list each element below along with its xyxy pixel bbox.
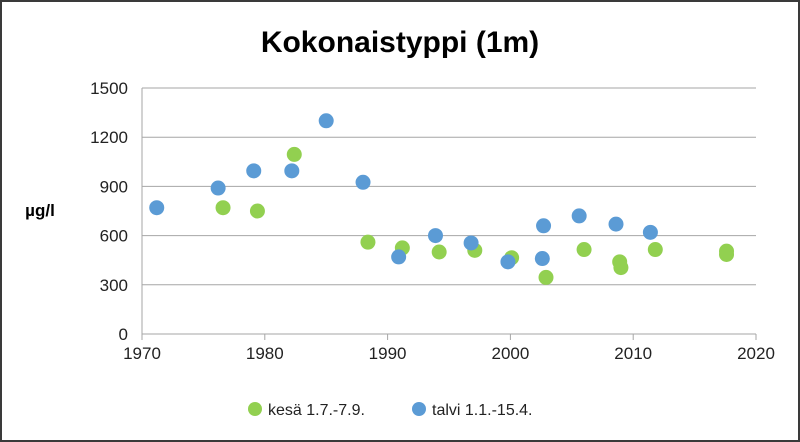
x-tick-label: 1990	[369, 344, 407, 363]
data-point	[149, 200, 165, 216]
data-point	[536, 218, 552, 234]
data-points	[149, 113, 735, 285]
series-talvi	[149, 113, 658, 270]
x-tick-label: 1980	[246, 344, 284, 363]
y-tick-label: 1200	[90, 128, 128, 147]
x-tick-labels: 1970 1980 1990 2000 2010 2020	[123, 334, 775, 363]
y-tick-label: 300	[100, 276, 128, 295]
data-point	[318, 113, 334, 129]
data-point	[576, 242, 592, 258]
data-point	[391, 249, 407, 265]
x-tick-label: 2020	[737, 344, 775, 363]
data-point	[360, 234, 376, 250]
x-tick-label: 1970	[123, 344, 161, 363]
legend-label-kesa: kesä 1.7.-7.9.	[268, 402, 365, 419]
legend: kesä 1.7.-7.9. talvi 1.1.-15.4.	[248, 402, 533, 419]
legend-label-talvi: talvi 1.1.-15.4.	[432, 402, 533, 419]
data-point	[571, 208, 587, 224]
data-point	[215, 200, 231, 216]
y-tick-label: 0	[119, 325, 128, 344]
data-point	[284, 163, 300, 179]
y-tick-label: 600	[100, 227, 128, 246]
y-axis-label: µg/l	[25, 201, 55, 220]
data-point	[463, 235, 479, 251]
legend-marker-kesa	[248, 402, 262, 416]
data-point	[613, 260, 629, 276]
data-point	[608, 216, 624, 232]
data-point	[286, 146, 302, 162]
data-point	[427, 228, 443, 244]
data-point	[500, 254, 516, 270]
y-tick-label: 900	[100, 177, 128, 196]
data-point	[355, 174, 371, 190]
data-point	[719, 246, 735, 262]
data-point	[431, 244, 447, 260]
data-point	[647, 242, 663, 258]
axes	[141, 88, 756, 335]
y-tick-labels: 0 300 600 900 1200 1500	[90, 79, 128, 344]
legend-marker-talvi	[412, 402, 426, 416]
data-point	[642, 224, 658, 240]
data-point	[534, 251, 550, 267]
data-point	[249, 203, 265, 219]
data-point	[538, 269, 554, 285]
y-tick-label: 1500	[90, 79, 128, 98]
data-point	[246, 163, 262, 179]
x-tick-label: 2000	[491, 344, 529, 363]
chart-title: Kokonaistyppi (1m)	[261, 26, 539, 59]
x-tick-label: 2010	[614, 344, 652, 363]
data-point	[210, 180, 226, 196]
gridlines	[142, 87, 756, 286]
